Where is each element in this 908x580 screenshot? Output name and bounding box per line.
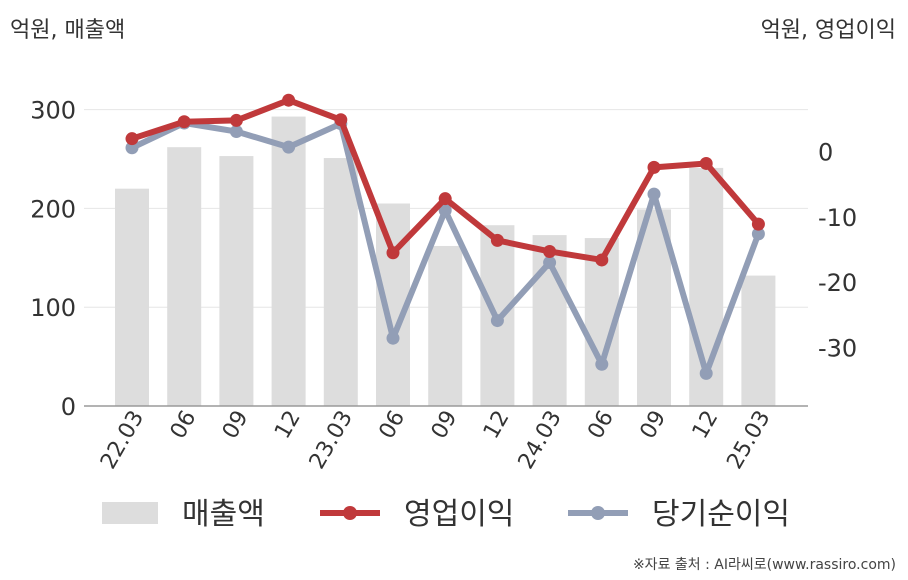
right-tick-label: -30: [818, 334, 857, 362]
bar: [219, 156, 254, 406]
x-axis-ticks: 22.03 06 09 12 23.03 06 09 12 24.03 06 09 12 25.03: [96, 407, 776, 474]
bar-series: [115, 116, 776, 406]
left-tick-label: 100: [30, 294, 76, 322]
x-tick-label: 09: [427, 407, 463, 444]
left-axis-title: 억원, 매출액: [10, 18, 126, 43]
data-point: [490, 314, 504, 328]
legend-swatch: [102, 502, 158, 524]
line-series: [125, 93, 765, 380]
bar: [167, 147, 202, 406]
x-tick-label: 22.03: [96, 407, 149, 474]
data-point: [125, 132, 139, 146]
x-tick-label: 06: [583, 407, 619, 444]
left-tick-label: 200: [30, 195, 76, 223]
data-point: [438, 203, 452, 217]
data-point: [595, 357, 609, 371]
x-tick-label: 12: [688, 407, 724, 444]
right-tick-label: -10: [818, 204, 857, 232]
left-axis-ticks: 0 100 200 300: [30, 97, 76, 421]
legend-label: 매출액: [182, 497, 265, 532]
data-point: [490, 233, 504, 247]
data-point: [229, 113, 243, 127]
legend-label: 당기순이익: [652, 497, 790, 532]
x-tick-label: 25.03: [722, 407, 775, 474]
x-tick-label: 09: [636, 407, 672, 444]
bar: [741, 275, 776, 406]
x-tick-label: 24.03: [514, 407, 567, 474]
right-tick-label: -20: [818, 269, 857, 297]
data-point: [699, 366, 713, 380]
data-point: [125, 141, 139, 155]
data-point: [282, 140, 296, 154]
x-tick-label: 12: [479, 407, 515, 444]
data-point: [177, 115, 191, 129]
legend: 매출액 영업이익 당기순이익: [102, 497, 790, 532]
data-point: [751, 227, 765, 241]
right-tick-label: 0: [818, 139, 833, 167]
data-point: [386, 331, 400, 345]
bar: [271, 116, 306, 406]
left-tick-label: 300: [30, 97, 76, 125]
x-tick-label: 06: [166, 407, 202, 444]
data-point: [438, 192, 452, 206]
data-point: [543, 256, 557, 270]
x-tick-label: 09: [218, 407, 254, 444]
legend-label: 영업이익: [404, 497, 514, 532]
x-tick-label: 06: [375, 407, 411, 444]
x-tick-label: 23.03: [305, 407, 358, 474]
legend-marker: [343, 506, 357, 520]
data-point: [751, 217, 765, 231]
legend-marker: [591, 506, 605, 520]
data-point: [386, 246, 400, 260]
right-axis-title: 억원, 영업이익: [760, 18, 896, 43]
source-note: ※자료 출처 : AI라씨로(www.rassiro.com): [632, 557, 896, 573]
data-point: [334, 113, 348, 127]
data-point: [282, 93, 296, 107]
bar: [115, 188, 149, 406]
data-point: [699, 156, 713, 170]
left-tick-label: 0: [61, 393, 76, 421]
right-axis-ticks: 0 -10 -20 -30: [818, 139, 857, 363]
bar: [428, 245, 463, 406]
x-tick-label: 12: [270, 407, 306, 444]
data-point: [595, 253, 609, 267]
bar: [323, 158, 358, 406]
data-point: [647, 187, 661, 201]
data-point: [647, 160, 661, 174]
data-point: [229, 125, 243, 139]
data-point: [543, 244, 557, 258]
